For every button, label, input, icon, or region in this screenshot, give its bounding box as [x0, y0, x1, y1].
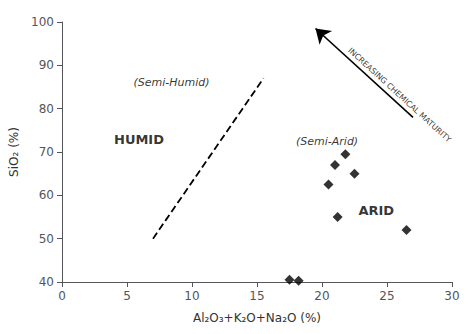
svg-text:25: 25 — [379, 289, 394, 303]
svg-text:90: 90 — [39, 58, 54, 72]
svg-text:ARID: ARID — [358, 203, 394, 218]
svg-text:50: 50 — [39, 232, 54, 246]
svg-text:15: 15 — [249, 289, 264, 303]
svg-text:INCREASING CHEMICAL MATURITY: INCREASING CHEMICAL MATURITY — [346, 46, 453, 144]
svg-text:5: 5 — [123, 289, 131, 303]
svg-text:80: 80 — [39, 102, 54, 116]
svg-text:40: 40 — [39, 275, 54, 289]
svg-text:Al₂O₃+K₂O+Na₂O (%): Al₂O₃+K₂O+Na₂O (%) — [193, 311, 321, 325]
svg-text:HUMID: HUMID — [114, 132, 164, 147]
svg-text:60: 60 — [39, 188, 54, 202]
svg-text:100: 100 — [31, 15, 54, 29]
svg-text:70: 70 — [39, 145, 54, 159]
svg-text:(Semi-Humid): (Semi-Humid) — [134, 76, 210, 89]
svg-text:30: 30 — [444, 289, 459, 303]
svg-text:(Semi-Arid): (Semi-Arid) — [296, 135, 358, 148]
svg-text:0: 0 — [58, 289, 66, 303]
svg-text:20: 20 — [314, 289, 329, 303]
svg-text:SiO₂ (%): SiO₂ (%) — [7, 127, 21, 177]
svg-text:10: 10 — [184, 289, 199, 303]
